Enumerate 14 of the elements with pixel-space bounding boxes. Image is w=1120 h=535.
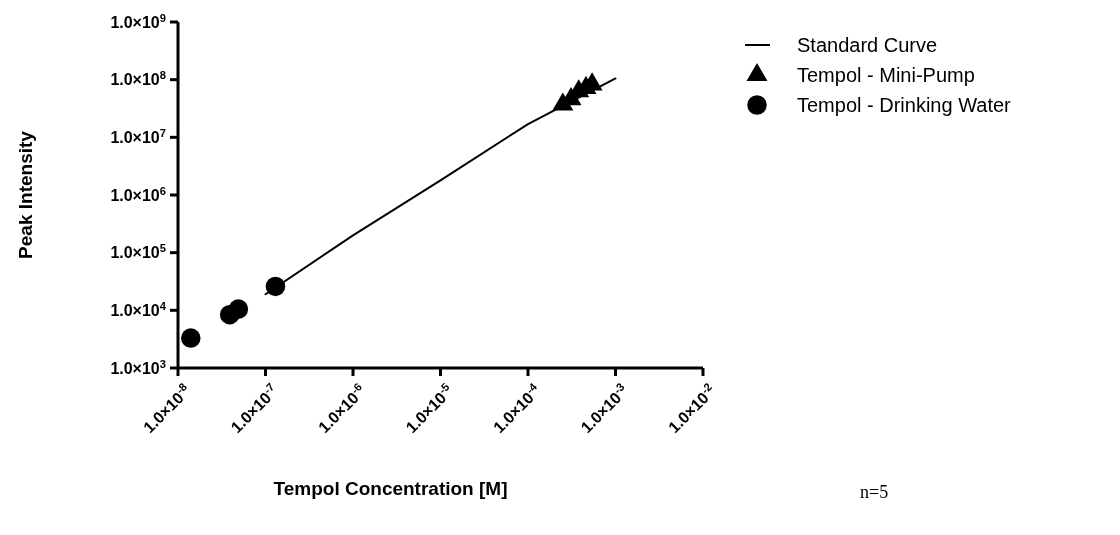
y-axis-title: Peak Intensity (15, 130, 36, 259)
y-tick-label: 1.0×10$^{7}$ (110, 126, 166, 146)
text: n=5 (860, 482, 889, 502)
y-tick-label: 1.0×10$^{5}$ (110, 242, 166, 262)
y-tick-label: 1.0×10$^{9}$ (110, 11, 166, 31)
y-tick-label: 1.0×10$^{6}$ (110, 184, 166, 204)
y-tick-label: 1.0×10$^{4}$ (110, 299, 167, 319)
line-series (264, 77, 617, 296)
x-axis-title: Tempol Concentration [M] (273, 478, 508, 499)
y-tick-label: 1.0×10$^{8}$ (110, 69, 166, 89)
y-tick-label: 1.0×10$^{3}$ (110, 357, 166, 377)
legend-label: Tempol - Mini-Pump (797, 64, 975, 86)
legend-label: Standard Curve (797, 34, 938, 56)
legend-label: Tempol - Drinking Water (797, 94, 1012, 116)
